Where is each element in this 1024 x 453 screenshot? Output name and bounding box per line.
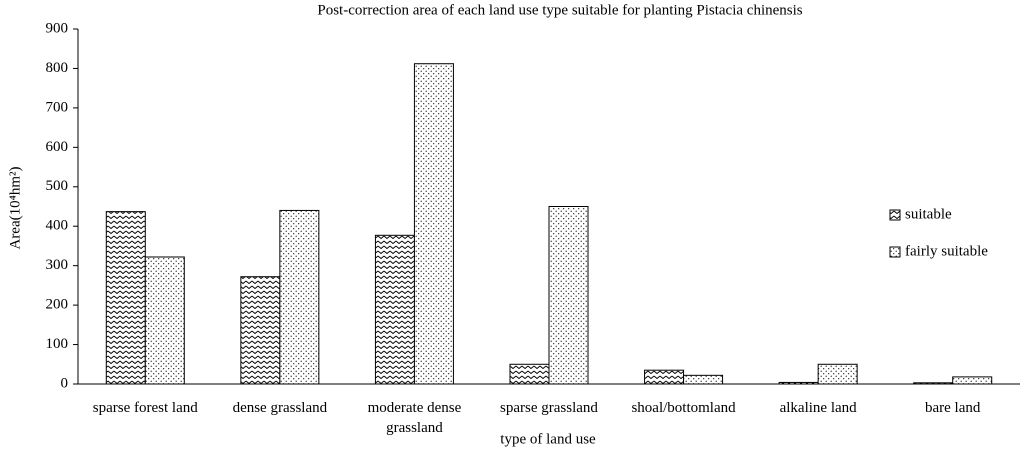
chart-title: Post-correction area of each land use ty…: [317, 2, 802, 18]
y-tick-label: 900: [46, 20, 69, 36]
bar: [683, 374, 724, 385]
bar: [913, 382, 954, 385]
bar: [279, 209, 320, 385]
legend-swatch: [889, 246, 901, 258]
y-tick-label: 100: [46, 336, 69, 352]
x-tick-label: sparse grassland: [500, 400, 598, 416]
x-axis-label: type of land use: [500, 431, 596, 447]
legend-label: fairly suitable: [905, 243, 988, 259]
y-tick-label: 600: [46, 139, 69, 155]
bar: [778, 381, 819, 385]
bar: [413, 63, 454, 385]
x-tick-label: alkaline land: [779, 400, 857, 416]
y-tick-label: 700: [46, 99, 69, 115]
bar: [952, 376, 993, 385]
y-tick-label: 300: [46, 257, 69, 273]
bar: [509, 363, 550, 385]
bar: [548, 206, 589, 385]
bar: [105, 211, 146, 385]
y-tick-label: 800: [46, 60, 69, 76]
bar: [817, 363, 858, 385]
bar: [144, 256, 185, 385]
x-tick-label: moderate dense grassland: [367, 400, 462, 436]
x-tick-label: bare land: [925, 400, 981, 416]
y-tick-label: 0: [61, 375, 69, 391]
bar: [240, 276, 281, 385]
y-axis-label: Area(10⁴hm²): [7, 166, 23, 249]
x-tick-label: sparse forest land: [92, 400, 198, 416]
legend-label: suitable: [905, 206, 952, 222]
bar: [644, 369, 685, 385]
x-tick-label: shoal/bottomland: [631, 400, 736, 416]
x-tick-label: dense grassland: [232, 400, 328, 416]
legend-swatch: [889, 209, 901, 221]
y-tick-label: 200: [46, 297, 69, 313]
y-tick-label: 500: [46, 178, 69, 194]
bar: [374, 234, 415, 385]
y-tick-label: 400: [46, 218, 69, 234]
